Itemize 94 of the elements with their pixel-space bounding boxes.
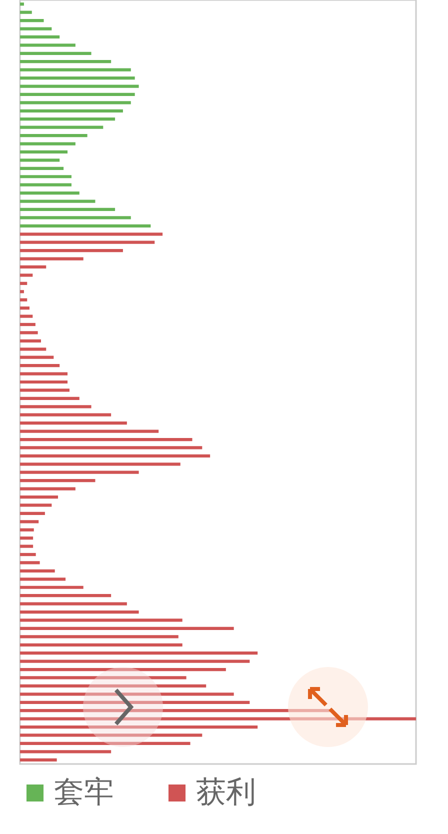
bar xyxy=(20,232,163,236)
bar xyxy=(20,552,36,556)
bar xyxy=(20,322,36,326)
bar xyxy=(20,388,70,392)
bar xyxy=(20,504,52,507)
bar xyxy=(20,35,60,39)
bar xyxy=(20,44,76,47)
bar xyxy=(20,594,112,598)
bar xyxy=(20,684,206,688)
bar xyxy=(20,150,68,154)
bar xyxy=(20,635,178,638)
bar xyxy=(20,700,250,704)
bar xyxy=(20,18,44,22)
bar xyxy=(20,101,131,104)
bar xyxy=(20,134,88,138)
bar xyxy=(20,84,139,88)
bar xyxy=(20,240,155,244)
bar xyxy=(20,734,202,737)
bar xyxy=(20,561,40,564)
bar xyxy=(20,118,116,121)
bar xyxy=(20,544,34,548)
bar xyxy=(20,109,123,112)
bar xyxy=(20,142,76,146)
bar xyxy=(20,92,135,96)
bar xyxy=(20,27,52,30)
bar xyxy=(20,413,112,416)
bar xyxy=(20,692,234,696)
bar xyxy=(20,536,34,540)
bar xyxy=(20,676,186,680)
bar xyxy=(20,60,112,64)
bar xyxy=(20,257,84,260)
bar xyxy=(20,76,135,80)
bar xyxy=(20,356,54,359)
bar xyxy=(20,602,127,606)
bar xyxy=(20,578,66,581)
bar xyxy=(20,479,96,482)
bar xyxy=(20,298,28,302)
bar xyxy=(20,520,39,524)
bar xyxy=(20,290,24,294)
bar xyxy=(20,306,30,310)
bar xyxy=(20,396,80,400)
bar xyxy=(20,166,64,170)
bar xyxy=(20,208,116,212)
bar xyxy=(20,405,92,408)
bar xyxy=(20,470,139,474)
bar xyxy=(20,158,60,162)
bar xyxy=(20,618,182,622)
bar xyxy=(20,348,46,351)
bar xyxy=(20,331,38,334)
bar xyxy=(20,249,123,252)
bar xyxy=(20,725,258,729)
bar xyxy=(20,742,190,746)
bar xyxy=(20,462,180,466)
bar xyxy=(20,660,250,663)
bar xyxy=(20,717,416,720)
bar xyxy=(20,610,139,614)
bar xyxy=(20,126,104,129)
bar xyxy=(20,175,72,178)
bar xyxy=(20,430,159,433)
bar xyxy=(20,364,60,368)
bar xyxy=(20,200,96,203)
bar xyxy=(20,224,151,228)
bar xyxy=(20,652,258,655)
bar xyxy=(20,668,226,672)
bar xyxy=(20,380,68,384)
bar xyxy=(20,438,192,442)
bar xyxy=(20,339,41,342)
bar xyxy=(20,528,34,532)
bar xyxy=(20,372,68,376)
bar xyxy=(20,282,28,285)
legend-label: 套牢 xyxy=(54,775,114,810)
bar xyxy=(20,314,33,318)
bar xyxy=(20,183,72,186)
legend-label: 获利 xyxy=(196,775,256,810)
bar xyxy=(20,216,131,220)
bar xyxy=(20,274,33,277)
bar xyxy=(20,758,57,762)
bar xyxy=(20,643,182,646)
bar xyxy=(20,487,76,490)
bar xyxy=(20,68,131,72)
bar xyxy=(20,454,210,458)
bar xyxy=(20,10,32,14)
bar xyxy=(20,750,112,754)
bar xyxy=(20,422,127,425)
bar xyxy=(20,626,234,630)
bar xyxy=(20,191,80,195)
bar xyxy=(20,569,55,573)
bar xyxy=(20,52,92,55)
bar xyxy=(20,512,45,515)
bar xyxy=(20,265,46,269)
bar xyxy=(20,586,84,589)
bar xyxy=(20,495,58,499)
bar xyxy=(20,446,202,450)
bar xyxy=(20,2,24,6)
